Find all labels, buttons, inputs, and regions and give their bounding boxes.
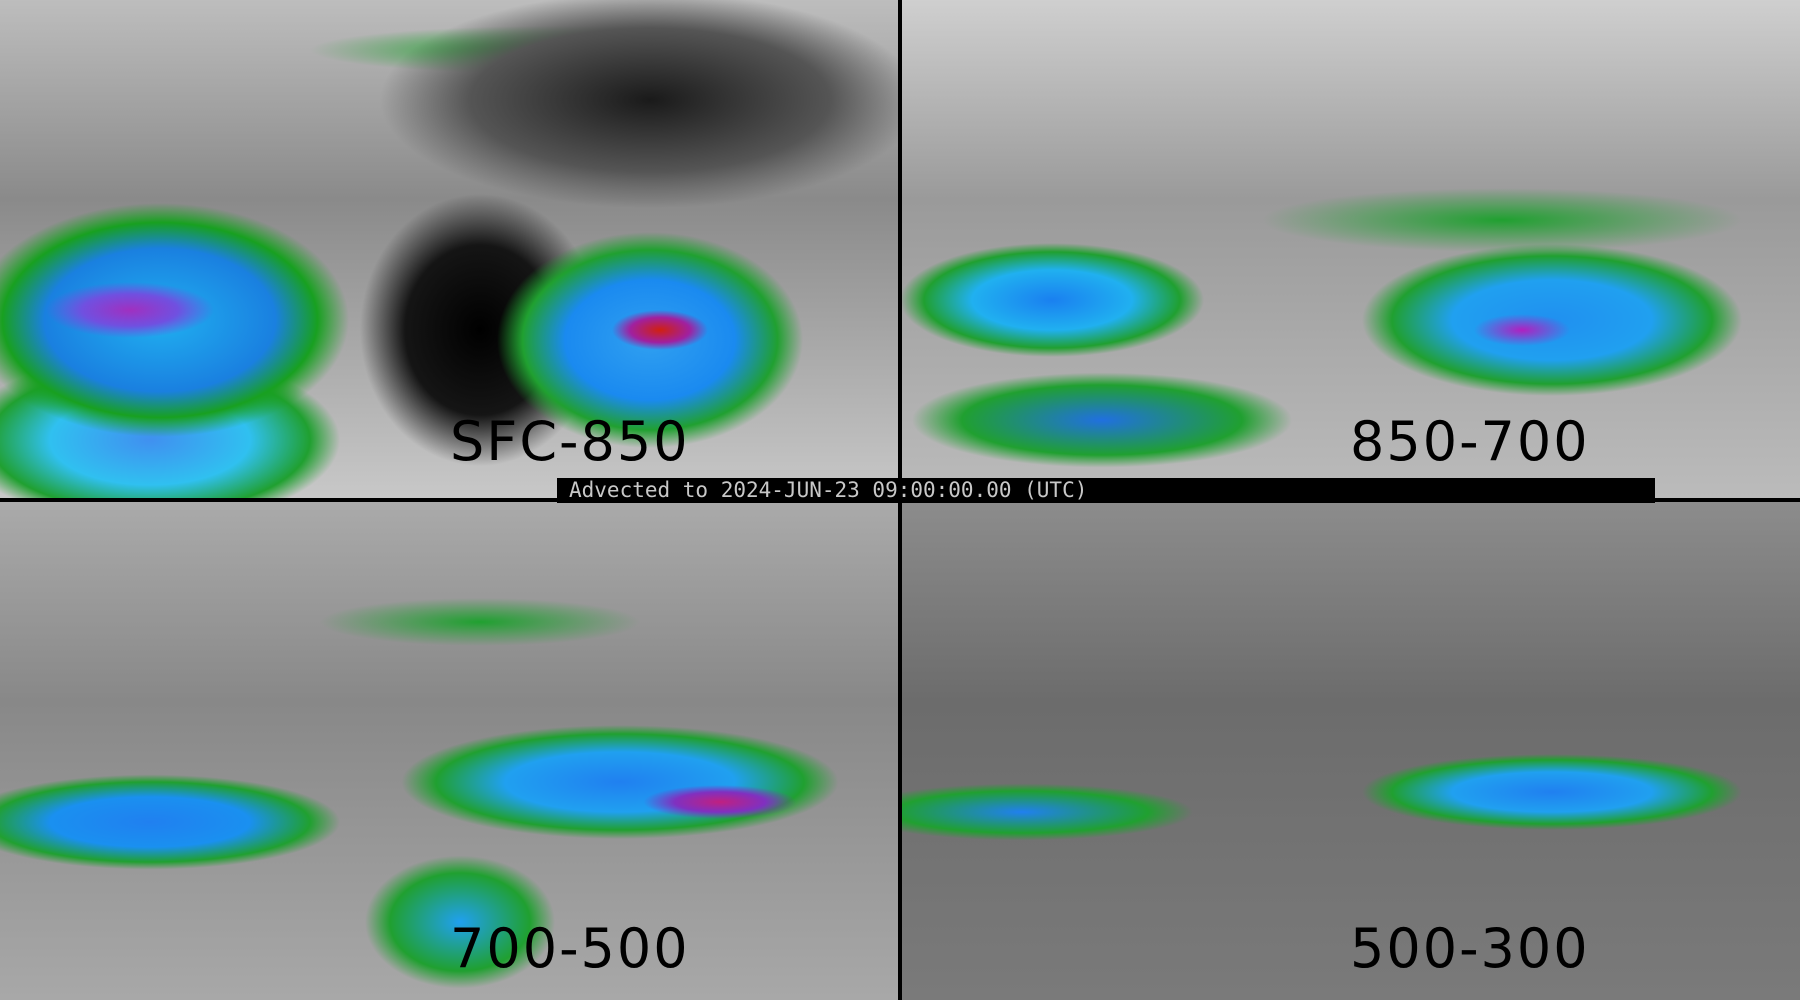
panel-700-500: 700-500 [0,502,898,1000]
panel-500-300: 500-300 [902,502,1800,1000]
advection-time-banner: Advected to 2024-JUN-23 09:00:00.00 (UTC… [557,478,1655,503]
panel-label: 850-700 [1350,410,1590,473]
panel-label: SFC-850 [450,410,690,473]
panel-label: 700-500 [450,917,690,980]
panel-850-700: 850-700 [902,0,1800,498]
panel-sfc-850: SFC-850 [0,0,898,498]
panel-label: 500-300 [1350,917,1590,980]
